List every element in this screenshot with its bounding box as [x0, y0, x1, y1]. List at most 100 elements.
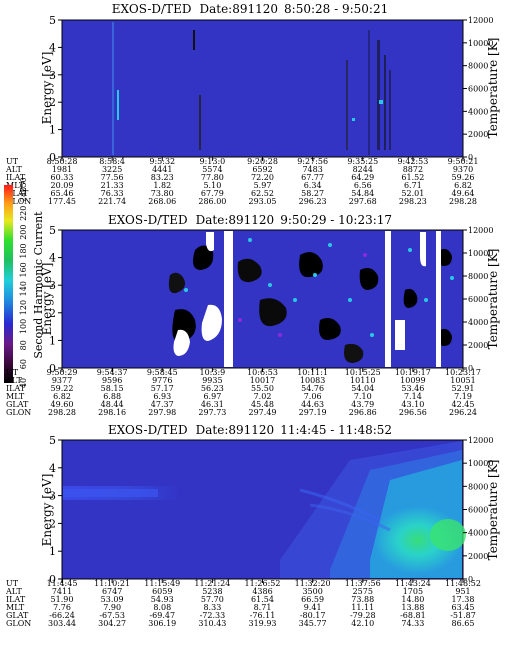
panel-3-cell: 57.70 [201, 595, 224, 604]
panel-3-cell: 303.44 [48, 619, 76, 628]
panel-1-cell: 6.56 [354, 181, 372, 190]
panel-2-cell: 7.02 [254, 392, 272, 401]
panel-2-cell: 7.14 [404, 392, 422, 401]
panel-2-cell: 49.60 [51, 400, 74, 409]
panel-3-cell: 14.80 [401, 595, 424, 604]
panel-2-ytick-right-label: 12000 [468, 226, 493, 235]
panel-3-ytick-label: 1 [49, 545, 56, 558]
colorbar-tick-label: 160 [19, 262, 28, 277]
panel-3-row-label: UT [6, 579, 19, 588]
panel-2-cell: 7.06 [304, 392, 322, 401]
colorbar-tick-label: 220 [19, 206, 28, 221]
panel-2-row-label: ALT [5, 376, 22, 385]
panel-3-cell: 13.88 [401, 603, 424, 612]
panel-1-cell: 6.82 [454, 181, 472, 190]
panel-1-row-label: GLON [6, 197, 31, 206]
panel-2-cell: 59.22 [51, 384, 74, 393]
panel-2-cell: 42.45 [452, 400, 475, 409]
panel-3-cell: 53.09 [101, 595, 124, 604]
panel-3-y-axis-right: 0 2000 4000 6000 8000 10000 12000 [463, 436, 493, 584]
panel-3-row-label: ILAT [6, 595, 26, 604]
panel-3-cell: 11:15:49 [144, 579, 180, 588]
panel-2-cell: 43.10 [401, 400, 424, 409]
panel-2-row-label: MLT [6, 392, 25, 401]
panel-1-cell: 60.33 [51, 173, 74, 182]
colorbar-tick-label: 100 [19, 319, 28, 334]
panel-3-cell: 5238 [202, 587, 222, 596]
panel-2-cell: 10:11:1 [297, 368, 328, 377]
panel-3-cell: 8.08 [153, 603, 171, 612]
panel-1-cell: 83.23 [151, 173, 174, 182]
panel-1-cell: 8872 [403, 165, 423, 174]
panel-1-cell: 52.01 [401, 189, 424, 198]
panel-1-ylabel: Energy [eV] [40, 52, 54, 125]
panel-2-cell: 298.16 [98, 408, 126, 417]
panel-1-cell: 1981 [52, 165, 72, 174]
panel-1-cell: 5.10 [203, 181, 221, 190]
panel-1-cell: 8:50:28 [47, 157, 78, 166]
panel-3-cell: 7.76 [53, 603, 71, 612]
panel-1-row-label: MLT [6, 181, 25, 190]
panel-3-cell: 4386 [252, 587, 272, 596]
panel-2-cell: 45.48 [251, 400, 274, 409]
panel-1-cell: 6592 [252, 165, 272, 174]
panel-2-cell: 7.10 [354, 392, 372, 401]
panel-1-row-label: GLAT [6, 189, 29, 198]
panel-3-cell: 11.11 [351, 603, 374, 612]
panel-2-row-label: ILAT [6, 384, 26, 393]
panel-3-cell: -67.53 [99, 611, 125, 620]
panel-1-cell: 3225 [102, 165, 122, 174]
panel-3-cell: 6747 [102, 587, 122, 596]
panel-3-title: EXOS-D/TED Date:891120 11:4:45 - 11:48:52 [108, 423, 392, 437]
panel-1-ytick-right-label: 12000 [468, 16, 493, 25]
panel-2-ytick-label: 2 [49, 307, 56, 320]
panel-1-y-axis-right: 0 2000 4000 6000 8000 10000 12000 [463, 16, 493, 162]
panel-2-cell: 56.23 [201, 384, 224, 393]
panel-3-ylabel: Energy [eV] [40, 474, 54, 547]
panel-2-cell: 9:50:29 [47, 368, 78, 377]
panel-3-cell: 310.43 [198, 619, 226, 628]
panel-2-cell: 7.19 [454, 392, 472, 401]
colorbar-tick-label: 240 [19, 187, 28, 202]
panel-1-cell: 5.97 [254, 181, 272, 190]
panel-3-cell: 11:26:52 [245, 579, 281, 588]
panel-3-cell: 6059 [152, 587, 172, 596]
panel-2-ytick-label: 1 [49, 334, 56, 347]
panel-2-cell: 55.50 [251, 384, 274, 393]
panel-2-cell: 48.44 [101, 400, 124, 409]
panel-3-cell: 8.33 [203, 603, 221, 612]
panel-3-cell: 9.41 [304, 603, 322, 612]
panel-3-cell: 7.90 [103, 603, 121, 612]
panel-3-cell: 11:10:21 [94, 579, 130, 588]
panel-2-cell: 54.76 [301, 384, 324, 393]
panel-1-cell: 76.33 [101, 189, 124, 198]
panel-2-cell: 43.79 [351, 400, 374, 409]
panel-3-cell: 11:32:20 [295, 579, 331, 588]
colorbar-tick-label: 200 [19, 225, 28, 240]
panel-1-cell: 61.52 [401, 173, 424, 182]
colorbar-label: Second Harmonic Current [32, 211, 45, 359]
panel-3-cell: 1705 [403, 587, 423, 596]
panel-3-ytick-right-label: 0 [468, 575, 473, 584]
panel-2-cell: 298.28 [48, 408, 76, 417]
panel-3-ylabel-right: Temperature [K] [486, 460, 500, 561]
colorbar-tick-label: 40 [19, 378, 28, 388]
panel-1-cell: 5574 [202, 165, 222, 174]
panel-3-row-label: GLAT [6, 611, 29, 620]
panel-1-cell: 65.46 [51, 189, 74, 198]
panel-2-row-label: GLAT [6, 400, 29, 409]
panel-3-cell: 11:37:56 [345, 579, 381, 588]
panel-2-cell: 58.15 [101, 384, 124, 393]
panel-1-cell: 67.77 [301, 173, 324, 182]
panel-3-cell: 11:43:24 [395, 579, 431, 588]
panel-3-cell: 63.45 [452, 603, 475, 612]
panel-2-cell: 297.49 [249, 408, 277, 417]
panel-1-ytick-label: 5 [49, 14, 56, 27]
panel-1-row-label: UT [6, 157, 19, 166]
panel-2-cell: 10:23:17 [445, 368, 481, 377]
panel-3-row-label: MLT [6, 603, 25, 612]
panel-3-cell: -68.81 [400, 611, 426, 620]
panel-1-cell: 4441 [152, 165, 172, 174]
panel-2-ytick-right-label: 0 [468, 364, 473, 373]
panel-2-cell: 9:54:37 [97, 368, 128, 377]
